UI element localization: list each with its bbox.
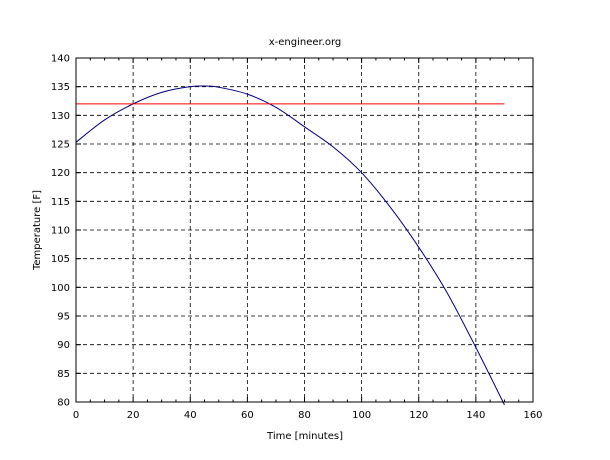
y-tick-label: 130 (51, 111, 70, 122)
y-tick-label: 105 (51, 254, 70, 265)
grid-lines (76, 58, 533, 402)
x-tick-label: 60 (241, 410, 254, 421)
x-tick-label: 0 (73, 410, 79, 421)
y-tick-label: 95 (57, 312, 70, 323)
series-layer (75, 85, 505, 406)
x-tick-label: 20 (127, 410, 140, 421)
axis-ticks: 0 20 40 60 80 100 120 140 160 80 85 90 95 100 105 110 11… (51, 54, 543, 422)
y-tick-label: 80 (57, 398, 70, 409)
x-tick-label: 160 (523, 410, 542, 421)
y-axis-label: Temperature [F] (32, 190, 43, 271)
y-tick-label: 120 (51, 168, 70, 179)
y-tick-label: 110 (51, 226, 70, 237)
y-tick-label: 115 (51, 197, 70, 208)
chart-title: x-engineer.org (269, 37, 342, 48)
x-tick-label: 140 (466, 410, 485, 421)
x-tick-label: 80 (298, 410, 311, 421)
y-tick-label: 90 (57, 340, 70, 351)
y-tick-label: 135 (51, 82, 70, 93)
y-tick-label: 125 (51, 140, 70, 151)
y-tick-label: 140 (51, 54, 70, 65)
x-axis-label: Time [minutes] (266, 431, 343, 442)
x-tick-label: 40 (184, 410, 197, 421)
x-tick-label: 100 (352, 410, 371, 421)
series-line-1 (75, 85, 505, 406)
y-tick-label: 85 (57, 369, 70, 380)
y-tick-label: 100 (51, 283, 70, 294)
x-tick-label: 120 (409, 410, 428, 421)
